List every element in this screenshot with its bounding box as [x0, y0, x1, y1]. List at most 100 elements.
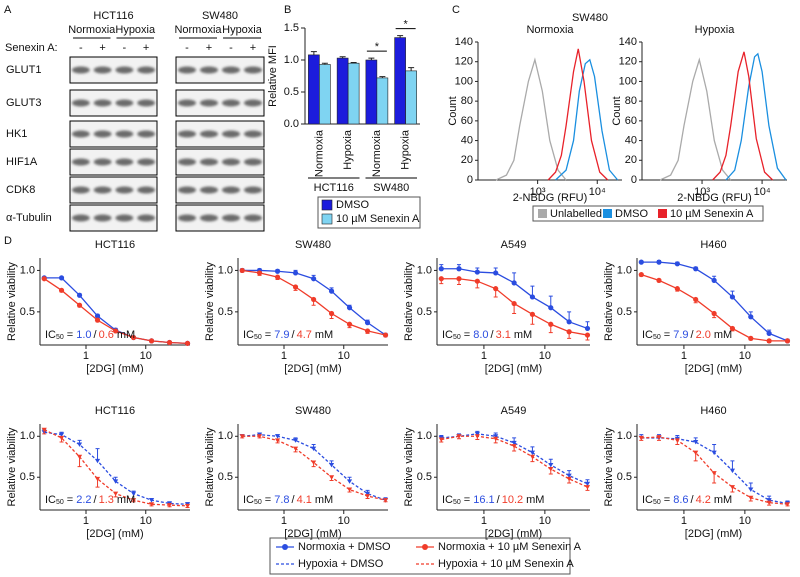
ic50-senexin: 3.1: [496, 329, 511, 341]
legend-box: [317, 196, 421, 229]
treatment-mark: +: [99, 42, 105, 54]
data-point: [113, 479, 119, 484]
y-tick-label: 80: [461, 95, 473, 107]
blot-band: [137, 158, 155, 166]
blot-band: [222, 214, 240, 222]
data-point: [511, 440, 517, 446]
error-bar: [408, 67, 415, 71]
data-point: [76, 302, 83, 308]
y-tick-label: 140: [619, 36, 637, 48]
x-tick-label: 10: [739, 515, 751, 527]
blot-band: [200, 99, 218, 107]
protein-label: HIF1A: [6, 156, 38, 168]
y-axis-title: Count: [611, 96, 623, 125]
ic50-subscript: 50: [653, 499, 661, 506]
x-tick-label: Normoxia: [313, 129, 325, 177]
data-point: [328, 462, 335, 468]
data-point: [94, 313, 101, 319]
panel-label: A: [4, 4, 12, 16]
treatment-mark: +: [250, 42, 256, 54]
blot-band: [222, 130, 240, 138]
data-point: [711, 277, 717, 283]
ic50-annotation: IC50 = 16.1/10.2 mM: [442, 494, 544, 506]
chart-title: Normoxia: [526, 24, 574, 36]
blot-band: [244, 214, 262, 222]
blot-band: [93, 66, 112, 74]
data-point: [239, 267, 245, 274]
bar: [405, 70, 417, 125]
y-tick-label: 0.5: [417, 306, 432, 318]
y-tick-label: 1.0: [617, 430, 632, 442]
data-point: [784, 502, 791, 507]
data-point: [729, 468, 736, 474]
data-point: [729, 325, 736, 332]
x-tick-label: 10: [739, 350, 751, 362]
data-point: [274, 438, 281, 443]
blot-band: [115, 66, 134, 74]
significance-label: *: [403, 19, 408, 31]
ic50-annotation: IC50 = 8.0/3.1 mM: [442, 329, 532, 341]
error-bar: [95, 448, 100, 461]
ic50-separator: /: [691, 329, 695, 341]
series-line: [441, 435, 588, 488]
data-point: [566, 319, 572, 325]
chart-title: Hypoxia: [695, 24, 736, 36]
x-tick-label: 1: [481, 515, 487, 527]
data-point: [656, 277, 662, 283]
x-tick-label: 10: [140, 515, 152, 527]
blot-band: [222, 186, 240, 194]
data-point: [274, 268, 281, 274]
series-line: [44, 431, 188, 505]
ic50-unit: mM: [714, 329, 732, 341]
legend-label: Normoxia + DMSO: [298, 541, 391, 553]
histogram-curve: [495, 57, 567, 181]
blot-band: [115, 214, 134, 222]
data-point: [184, 340, 191, 346]
data-point: [529, 311, 536, 317]
data-point: [311, 460, 317, 465]
ic50-subscript: 50: [56, 334, 64, 341]
ic50-annotation: IC50 = 7.9/2.0 mM: [642, 329, 732, 341]
data-point: [292, 284, 299, 290]
data-point: [58, 435, 65, 441]
condition-label: Hypoxia: [115, 24, 156, 36]
ic50-separator: /: [94, 329, 98, 341]
blot-band: [93, 214, 112, 222]
data-point: [729, 485, 736, 490]
x-axis-title: [2DG] (mM): [485, 363, 542, 375]
y-tick-label: 0.5: [20, 306, 35, 318]
data-point: [638, 435, 644, 441]
data-point: [548, 462, 554, 468]
data-point: [311, 296, 317, 303]
blot-band: [72, 130, 90, 138]
data-point: [548, 305, 554, 311]
group-label: SW480: [373, 182, 409, 194]
x-tick-label: 10³: [530, 186, 546, 198]
data-point: [256, 434, 263, 439]
blot-band: [200, 130, 218, 138]
condition-label: Hypoxia: [222, 24, 263, 36]
data-point: [674, 286, 680, 292]
ic50-prefix: IC: [642, 329, 653, 341]
y-tick-label: 20: [625, 154, 637, 166]
data-point: [748, 495, 754, 501]
x-axis-title: 2-NBDG (RFU): [677, 192, 752, 204]
error-bar: [310, 51, 317, 55]
ic50-subscript: 50: [254, 499, 262, 506]
ic50-equals: =: [464, 494, 470, 506]
ic50-annotation: IC50 = 1.0/0.6 mM: [45, 329, 135, 341]
blot-band: [222, 158, 240, 166]
ic50-separator: /: [292, 329, 296, 341]
ic50-senexin: 2.0: [696, 329, 711, 341]
blot-band: [222, 66, 240, 74]
y-tick-label: 1.0: [20, 430, 35, 442]
chart-title: H460: [700, 239, 726, 251]
x-axis-title: [2DG] (mM): [685, 363, 742, 375]
error-bar: [321, 62, 328, 65]
series-line: [242, 433, 386, 501]
ic50-subscript: 50: [453, 499, 461, 506]
data-point: [274, 434, 281, 439]
data-point: [693, 296, 699, 303]
data-point: [693, 266, 699, 272]
error-bar: [379, 76, 386, 78]
